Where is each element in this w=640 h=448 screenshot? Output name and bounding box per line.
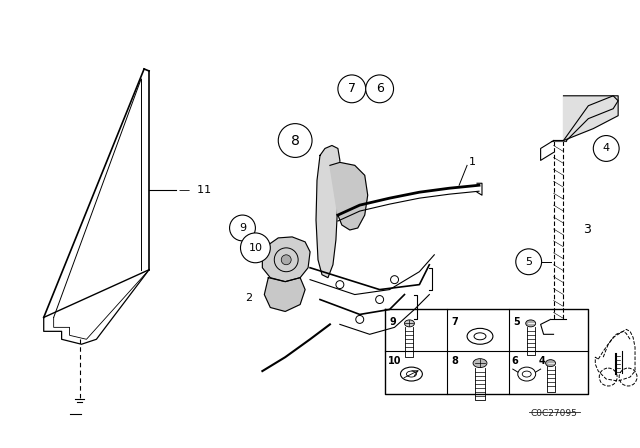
Ellipse shape (522, 371, 531, 377)
Circle shape (356, 315, 364, 323)
Text: 3: 3 (583, 224, 591, 237)
Ellipse shape (473, 359, 487, 368)
Circle shape (281, 255, 291, 265)
Polygon shape (554, 96, 618, 141)
Text: 10: 10 (248, 243, 262, 253)
Text: 5: 5 (525, 257, 532, 267)
Text: 2: 2 (245, 293, 252, 302)
Ellipse shape (474, 333, 486, 340)
Circle shape (376, 296, 383, 303)
Polygon shape (316, 146, 340, 278)
Text: 5: 5 (513, 318, 520, 327)
Circle shape (365, 75, 394, 103)
Ellipse shape (525, 320, 536, 327)
Text: 8: 8 (451, 356, 458, 366)
Circle shape (390, 276, 399, 284)
Circle shape (278, 124, 312, 157)
Circle shape (593, 136, 619, 161)
Circle shape (338, 75, 365, 103)
Text: 10: 10 (388, 356, 401, 366)
Text: 1: 1 (469, 157, 476, 168)
Ellipse shape (467, 328, 493, 344)
Polygon shape (563, 96, 618, 141)
Circle shape (241, 233, 270, 263)
Text: 4: 4 (539, 356, 545, 366)
Ellipse shape (406, 371, 417, 377)
Text: 6: 6 (512, 356, 518, 366)
Polygon shape (330, 162, 368, 230)
Text: 6: 6 (376, 82, 383, 95)
Ellipse shape (404, 320, 415, 327)
Ellipse shape (518, 367, 536, 381)
Text: 8: 8 (291, 134, 300, 147)
Ellipse shape (545, 360, 556, 366)
Text: 9: 9 (239, 223, 246, 233)
Circle shape (336, 280, 344, 289)
Circle shape (516, 249, 541, 275)
Circle shape (230, 215, 255, 241)
Text: —  11: — 11 (179, 185, 211, 195)
Text: 7: 7 (451, 318, 458, 327)
Polygon shape (264, 278, 305, 311)
Text: 7: 7 (348, 82, 356, 95)
Text: C0C27095: C0C27095 (530, 409, 577, 418)
Polygon shape (262, 237, 310, 282)
Ellipse shape (401, 367, 422, 381)
Text: 9: 9 (390, 318, 396, 327)
Text: 4: 4 (603, 143, 610, 154)
